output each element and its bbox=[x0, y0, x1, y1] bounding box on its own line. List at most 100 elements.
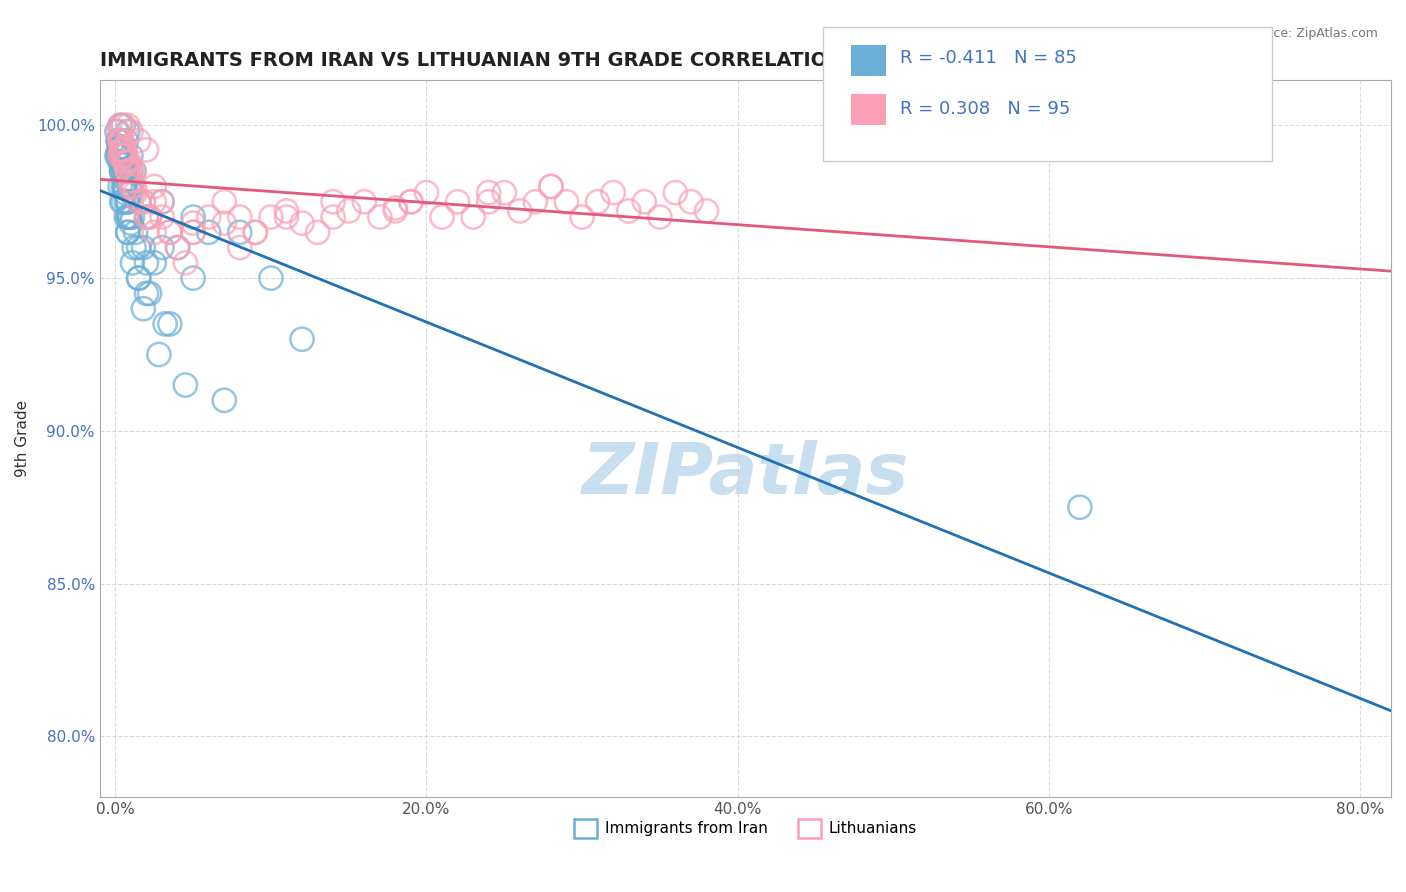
Text: R = -0.411   N = 85: R = -0.411 N = 85 bbox=[900, 49, 1077, 67]
Point bbox=[181, 225, 204, 239]
Point bbox=[135, 210, 157, 224]
Point bbox=[117, 210, 139, 224]
Point bbox=[150, 241, 173, 255]
Point bbox=[229, 225, 252, 239]
Point bbox=[108, 134, 131, 148]
Point bbox=[399, 194, 422, 209]
Point bbox=[110, 158, 132, 172]
Point bbox=[138, 286, 160, 301]
Point bbox=[245, 225, 267, 239]
Point bbox=[540, 179, 562, 194]
Point bbox=[337, 203, 360, 218]
Point bbox=[214, 194, 236, 209]
Point bbox=[115, 134, 138, 148]
Point bbox=[108, 134, 131, 148]
Point bbox=[633, 194, 655, 209]
Point bbox=[128, 194, 150, 209]
Point bbox=[166, 241, 188, 255]
Point bbox=[150, 210, 173, 224]
Point bbox=[115, 210, 138, 224]
Text: ZIPatlas: ZIPatlas bbox=[582, 440, 910, 509]
Point bbox=[695, 203, 717, 218]
Point bbox=[120, 164, 142, 178]
Point bbox=[117, 164, 139, 178]
Point bbox=[115, 155, 138, 169]
Point bbox=[121, 256, 143, 270]
Text: Source: ZipAtlas.com: Source: ZipAtlas.com bbox=[1244, 27, 1378, 40]
Point bbox=[121, 210, 143, 224]
Point bbox=[107, 124, 129, 138]
Point bbox=[118, 155, 141, 169]
Point bbox=[122, 241, 145, 255]
Point bbox=[159, 317, 181, 331]
Point bbox=[181, 225, 204, 239]
Point bbox=[132, 194, 155, 209]
Point bbox=[117, 225, 139, 239]
Point bbox=[110, 143, 132, 157]
Point bbox=[112, 164, 135, 178]
Point bbox=[110, 134, 132, 148]
Point bbox=[120, 216, 142, 230]
Point bbox=[135, 210, 157, 224]
Point bbox=[118, 210, 141, 224]
Point bbox=[115, 155, 138, 169]
Point bbox=[120, 164, 142, 178]
Point bbox=[122, 164, 145, 178]
Point bbox=[174, 378, 197, 392]
Point bbox=[107, 134, 129, 148]
Point bbox=[112, 149, 135, 163]
Point bbox=[112, 179, 135, 194]
Point bbox=[197, 210, 219, 224]
Point bbox=[110, 194, 132, 209]
Point bbox=[108, 143, 131, 157]
Point bbox=[115, 194, 138, 209]
Point bbox=[291, 332, 314, 346]
Text: R = 0.308   N = 95: R = 0.308 N = 95 bbox=[900, 100, 1070, 118]
Point bbox=[245, 225, 267, 239]
Point bbox=[135, 286, 157, 301]
Point bbox=[110, 134, 132, 148]
Point bbox=[120, 179, 142, 194]
Point bbox=[307, 225, 329, 239]
Point bbox=[110, 164, 132, 178]
Point bbox=[159, 225, 181, 239]
Point bbox=[110, 143, 132, 157]
Point bbox=[128, 134, 150, 148]
Point bbox=[617, 203, 640, 218]
Point bbox=[291, 216, 314, 230]
Point bbox=[114, 143, 136, 157]
Point bbox=[120, 179, 142, 194]
Point bbox=[117, 194, 139, 209]
Point bbox=[114, 164, 136, 178]
Point bbox=[117, 194, 139, 209]
Point bbox=[108, 119, 131, 133]
Point bbox=[124, 225, 146, 239]
Point bbox=[107, 134, 129, 148]
Point bbox=[181, 271, 204, 285]
Point bbox=[110, 164, 132, 178]
Point bbox=[571, 210, 593, 224]
Point bbox=[117, 164, 139, 178]
Point bbox=[322, 210, 344, 224]
Point bbox=[112, 149, 135, 163]
Point bbox=[124, 186, 146, 200]
Point bbox=[107, 143, 129, 157]
Legend: Immigrants from Iran, Lithuanians: Immigrants from Iran, Lithuanians bbox=[568, 813, 922, 844]
Point bbox=[524, 194, 547, 209]
Point bbox=[159, 225, 181, 239]
Point bbox=[509, 203, 531, 218]
Point bbox=[112, 149, 135, 163]
Point bbox=[353, 194, 375, 209]
Point bbox=[276, 210, 298, 224]
Point bbox=[122, 179, 145, 194]
Point bbox=[114, 186, 136, 200]
Point bbox=[105, 149, 128, 163]
Point bbox=[118, 210, 141, 224]
Point bbox=[229, 241, 252, 255]
Point bbox=[132, 194, 155, 209]
Point bbox=[120, 186, 142, 200]
Point bbox=[114, 155, 136, 169]
Point bbox=[602, 186, 624, 200]
Point bbox=[399, 194, 422, 209]
Point bbox=[150, 194, 173, 209]
